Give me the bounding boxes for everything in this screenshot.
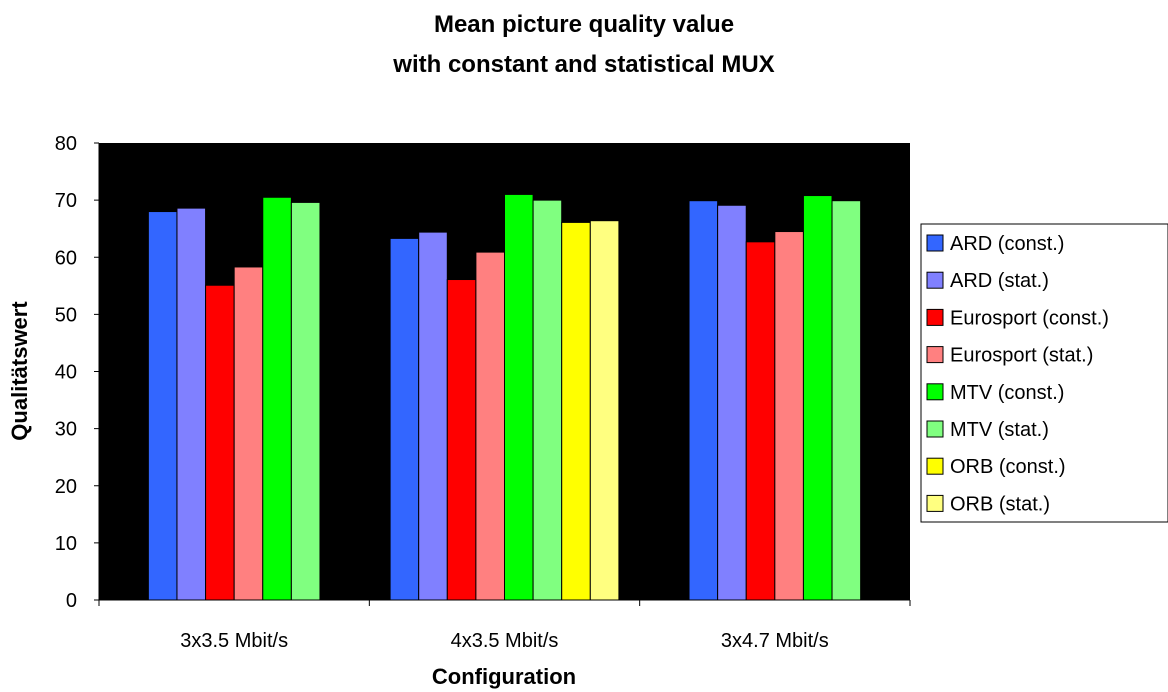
y-axis-title: Qualitätswert [7, 301, 32, 441]
bar [147, 211, 178, 601]
bar-group [147, 193, 862, 601]
x-axis: 3x3.5 Mbit/s 4x3.5 Mbit/s 3x4.7 Mbit/s [98, 599, 911, 652]
bar [688, 200, 719, 601]
bar [504, 193, 534, 601]
bar [532, 199, 563, 601]
bar [717, 204, 747, 601]
y-tick-label: 20 [55, 476, 77, 498]
chart-title-line-1: Mean picture quality value [434, 11, 734, 38]
bar [802, 195, 833, 601]
bar [205, 284, 235, 601]
bar [389, 237, 420, 601]
bar [475, 251, 505, 601]
legend-swatch [926, 271, 944, 289]
legend-label: ORB (stat.) [950, 493, 1050, 515]
bar [233, 266, 264, 601]
legend-box [920, 223, 1168, 523]
legend-swatch [926, 494, 944, 512]
bar [262, 196, 292, 601]
y-tick-label: 70 [55, 190, 77, 212]
legend-label: ORB (const.) [950, 456, 1066, 478]
legend-items: ARD (const.) ARD (stat.) Eurosport (const.… [926, 233, 1109, 515]
y-tick-label: 10 [55, 533, 77, 555]
bar [446, 279, 477, 601]
legend-swatch [926, 457, 944, 475]
bar [418, 231, 448, 601]
bar [176, 207, 207, 601]
chart-title-line-2: with constant and statistical MUX [392, 51, 774, 78]
legend-label: ARD (const.) [950, 233, 1064, 255]
legend-label: MTV (const.) [950, 382, 1064, 404]
bar [561, 221, 591, 601]
x-tick-label: 3x4.7 Mbit/s [721, 630, 829, 652]
legend-swatch [926, 383, 944, 401]
legend-label: Eurosport (stat.) [950, 345, 1093, 367]
legend-label: MTV (stat.) [950, 419, 1049, 441]
legend-swatch [926, 308, 944, 326]
legend-swatch [926, 346, 944, 364]
y-tick-label: 60 [55, 247, 77, 269]
y-tick-label: 50 [55, 304, 77, 326]
legend: ARD (const.) ARD (stat.) Eurosport (const.… [920, 223, 1168, 523]
bar [831, 200, 862, 601]
y-tick-label: 30 [55, 419, 77, 441]
bar [290, 201, 321, 601]
bar [589, 220, 620, 601]
legend-label: Eurosport (const.) [950, 307, 1109, 329]
y-axis: 0 10 20 30 40 50 60 70 80 [55, 133, 100, 612]
bar [774, 231, 804, 601]
legend-label: ARD (stat.) [950, 270, 1049, 292]
y-tick-label: 0 [66, 590, 77, 612]
legend-swatch [926, 420, 944, 438]
x-tick-label: 4x3.5 Mbit/s [451, 630, 559, 652]
y-tick-label: 40 [55, 362, 77, 384]
bar [745, 241, 776, 601]
x-axis-title: Configuration [432, 664, 576, 689]
y-tick-label: 80 [55, 133, 77, 155]
chart-title: Mean picture quality value with constant… [392, 11, 774, 78]
legend-swatch [926, 234, 944, 252]
x-tick-label: 3x3.5 Mbit/s [180, 630, 288, 652]
